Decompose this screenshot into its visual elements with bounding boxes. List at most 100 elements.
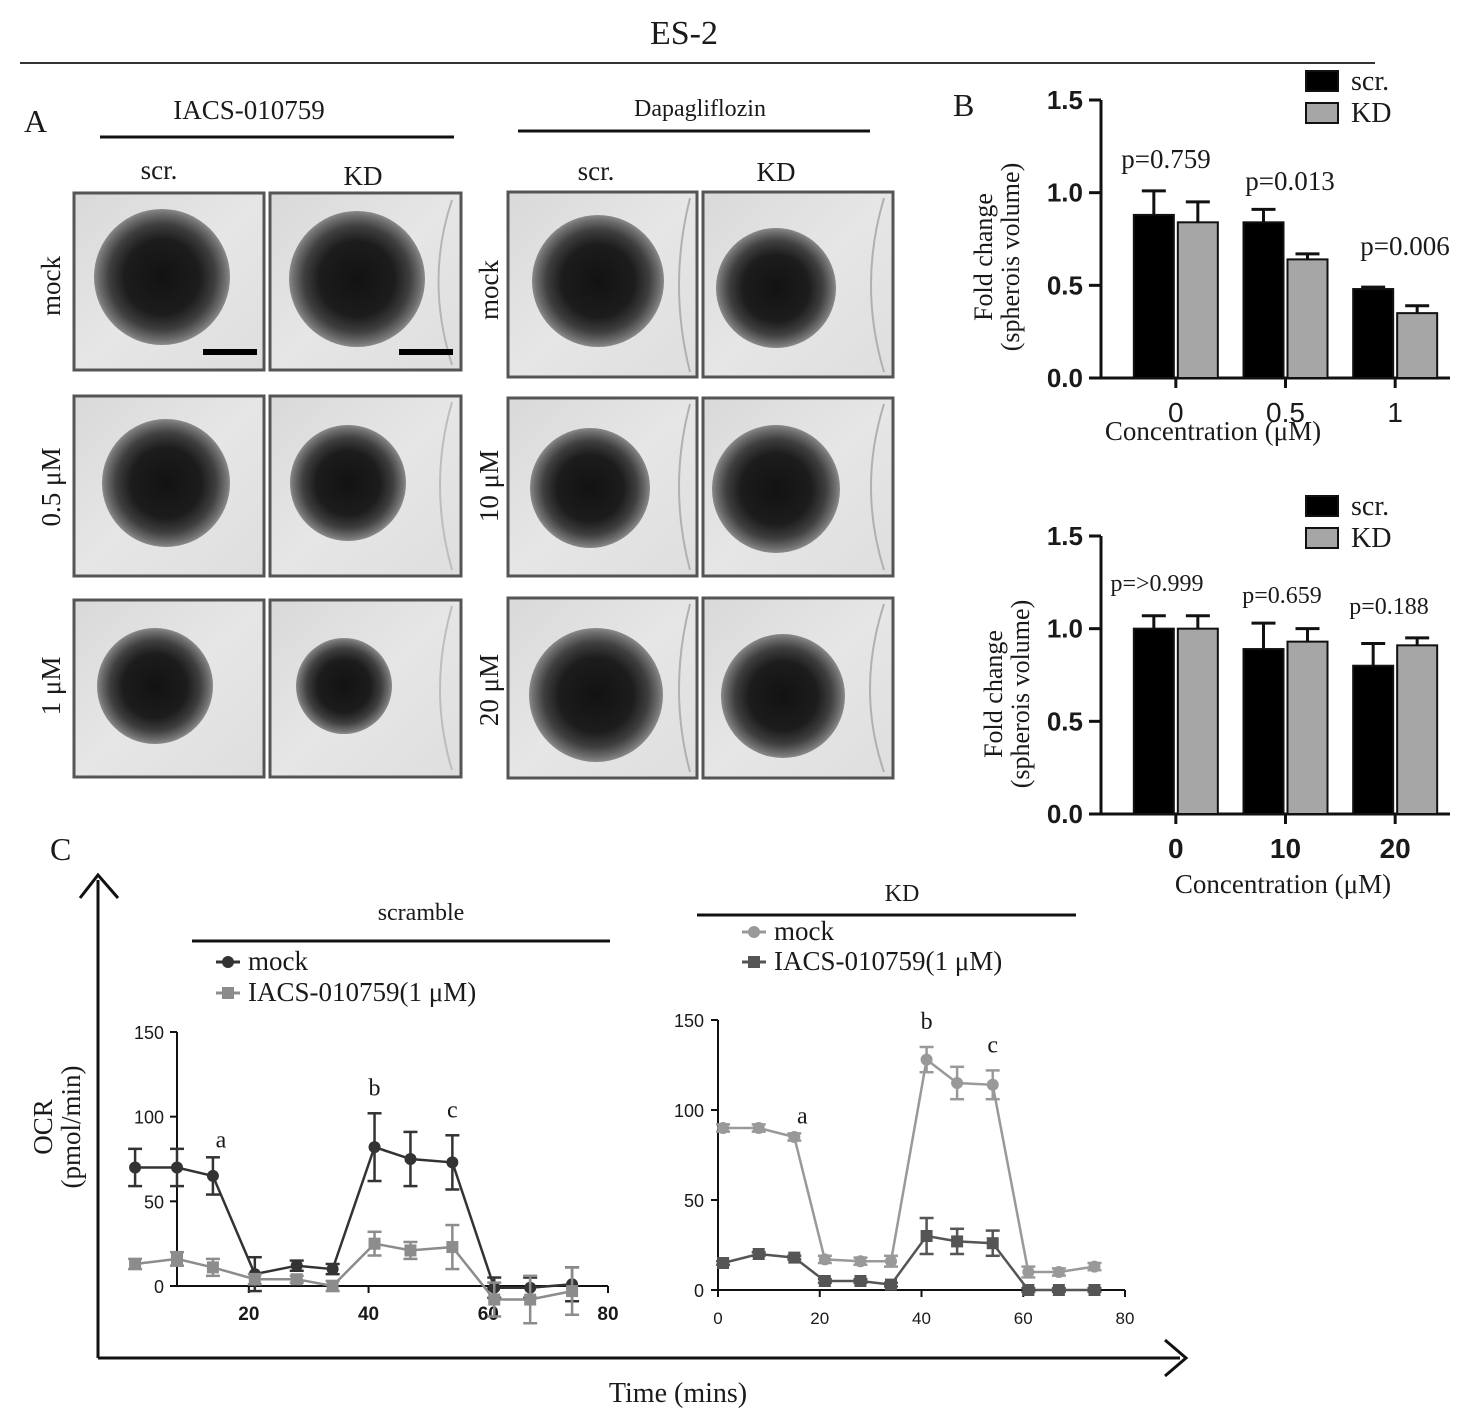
bar-y-tick-label: 0.5 <box>1047 270 1083 300</box>
data-point <box>884 1255 897 1268</box>
bar-y-title-line2: (spherois volume) <box>1006 600 1035 788</box>
data-point <box>951 1235 964 1248</box>
panel-a-label: A <box>24 103 47 139</box>
line-y-tick-label: 100 <box>674 1101 704 1121</box>
data-point <box>1052 1284 1065 1296</box>
line-chart-title: scramble <box>378 900 465 926</box>
ocr-x-title: Time (mins) <box>609 1378 747 1409</box>
micrograph-dapa-scr-mock <box>506 190 699 379</box>
data-point <box>368 1237 381 1250</box>
data-point <box>818 1275 831 1287</box>
row-label-iacs-1um: 1 μM <box>36 657 66 716</box>
micrograph-iacs-kd-0-5um <box>268 394 463 578</box>
data-point <box>788 1131 801 1143</box>
data-point <box>884 1278 897 1291</box>
bar-chart-dapagliflozin: 0.0 0.5 1.0 1.5 0 p=>0.999 10 p=0.659 20 p=0.188 F… <box>979 491 1450 899</box>
data-point <box>717 1257 730 1269</box>
point-label: a <box>216 1127 227 1153</box>
line-y-tick-label: 150 <box>134 1023 164 1043</box>
bar-scr <box>1352 664 1395 815</box>
micrograph-dapa-kd-mock <box>701 190 895 379</box>
legend-marker <box>222 956 234 968</box>
series-line-0 <box>135 1145 573 1289</box>
line-y-tick-label: 50 <box>144 1192 164 1212</box>
bar-x-title: Concentration (μM) <box>1105 416 1321 446</box>
data-point <box>717 1122 730 1134</box>
p-value-annotation: p=0.188 <box>1349 594 1429 620</box>
data-point <box>951 1077 964 1089</box>
line-x-tick-label: 40 <box>358 1304 379 1325</box>
data-point <box>129 1257 142 1270</box>
data-point <box>920 1053 933 1066</box>
data-point <box>986 1078 999 1091</box>
line-y-tick-label: 150 <box>674 1011 704 1031</box>
data-point <box>326 1280 339 1292</box>
bar-x-tick-label: 20 <box>1380 833 1411 864</box>
micrograph-grid-iacs <box>72 191 463 779</box>
bar-y-tick-label: 0.5 <box>1047 706 1083 736</box>
line-x-tick-label: 60 <box>478 1304 499 1325</box>
column-label-dapa-kd: KD <box>757 157 796 187</box>
point-label: b <box>921 1009 933 1035</box>
line-chart-title: KD <box>885 881 920 907</box>
point-label: c <box>447 1097 458 1123</box>
data-point <box>206 1261 219 1274</box>
bar-x-tick-label: 0.5 <box>1266 397 1305 428</box>
point-label: a <box>797 1103 808 1129</box>
data-point <box>1022 1284 1035 1296</box>
micrograph-dapa-scr-10um <box>506 396 699 578</box>
bar-y-title-line1: Fold change <box>979 630 1008 758</box>
data-point <box>752 1122 765 1134</box>
p-value-annotation: p=0.006 <box>1360 231 1449 261</box>
line-y-tick-label: 0 <box>154 1277 164 1297</box>
legend-marker <box>748 956 760 968</box>
bar-y-tick-label: 1.0 <box>1047 178 1083 208</box>
line-x-tick-label: 20 <box>810 1309 829 1328</box>
row-label-dapa-20um: 20 μM <box>474 654 504 726</box>
line-x-tick-label: 60 <box>1014 1309 1033 1328</box>
line-y-tick-label: 100 <box>134 1108 164 1128</box>
data-point <box>1088 1260 1101 1273</box>
line-x-tick-label: 20 <box>238 1304 259 1325</box>
bar-kd <box>1396 312 1439 379</box>
bar-x-title: Concentration (μM) <box>1175 869 1391 899</box>
data-point <box>404 1244 417 1257</box>
micrograph-dapa-kd-10um <box>701 396 895 578</box>
data-point <box>404 1153 417 1165</box>
legend-label: KD <box>1351 523 1391 554</box>
p-value-annotation: p=0.659 <box>1242 583 1322 609</box>
bar-scr <box>1132 213 1175 379</box>
ocr-y-title-line2: (pmol/min) <box>56 1066 86 1189</box>
data-point <box>920 1230 933 1242</box>
data-point <box>206 1169 219 1182</box>
legend-swatch <box>1305 70 1339 92</box>
data-point <box>326 1263 339 1276</box>
bar-y-tick-label: 1.5 <box>1047 521 1083 551</box>
point-label: c <box>987 1032 998 1058</box>
line-chart-scramble: scramble 0 50 100 150 20 40 60 80 a b c mockIACS-010… <box>128 900 619 1325</box>
legend-swatch <box>1305 102 1339 124</box>
bar-kd <box>1396 644 1439 816</box>
bar-x-tick-label: 10 <box>1270 833 1301 864</box>
data-point <box>248 1273 261 1286</box>
line-x-tick-label: 80 <box>1116 1309 1135 1328</box>
line-y-tick-label: 50 <box>684 1191 704 1211</box>
figure-title: ES-2 <box>650 15 718 52</box>
data-point <box>986 1237 999 1250</box>
data-point <box>446 1241 459 1254</box>
group-title-iacs: IACS-010759 <box>173 95 325 125</box>
legend-label: mock <box>774 916 834 946</box>
series-line-1 <box>134 1242 573 1301</box>
legend-marker <box>748 926 760 938</box>
bar-y-tick-label: 1.5 <box>1047 85 1083 115</box>
micrograph-grid-dapagliflozin <box>506 190 895 780</box>
data-point <box>854 1255 867 1268</box>
series-line-0 <box>723 1057 1095 1274</box>
p-value-annotation: p=0.013 <box>1245 166 1334 196</box>
micrograph-iacs-scr-mock <box>72 191 266 372</box>
data-point <box>566 1285 579 1298</box>
line-x-tick-label: 0 <box>713 1309 722 1328</box>
line-x-tick-label: 40 <box>912 1309 931 1328</box>
bar-scr <box>1242 221 1285 379</box>
